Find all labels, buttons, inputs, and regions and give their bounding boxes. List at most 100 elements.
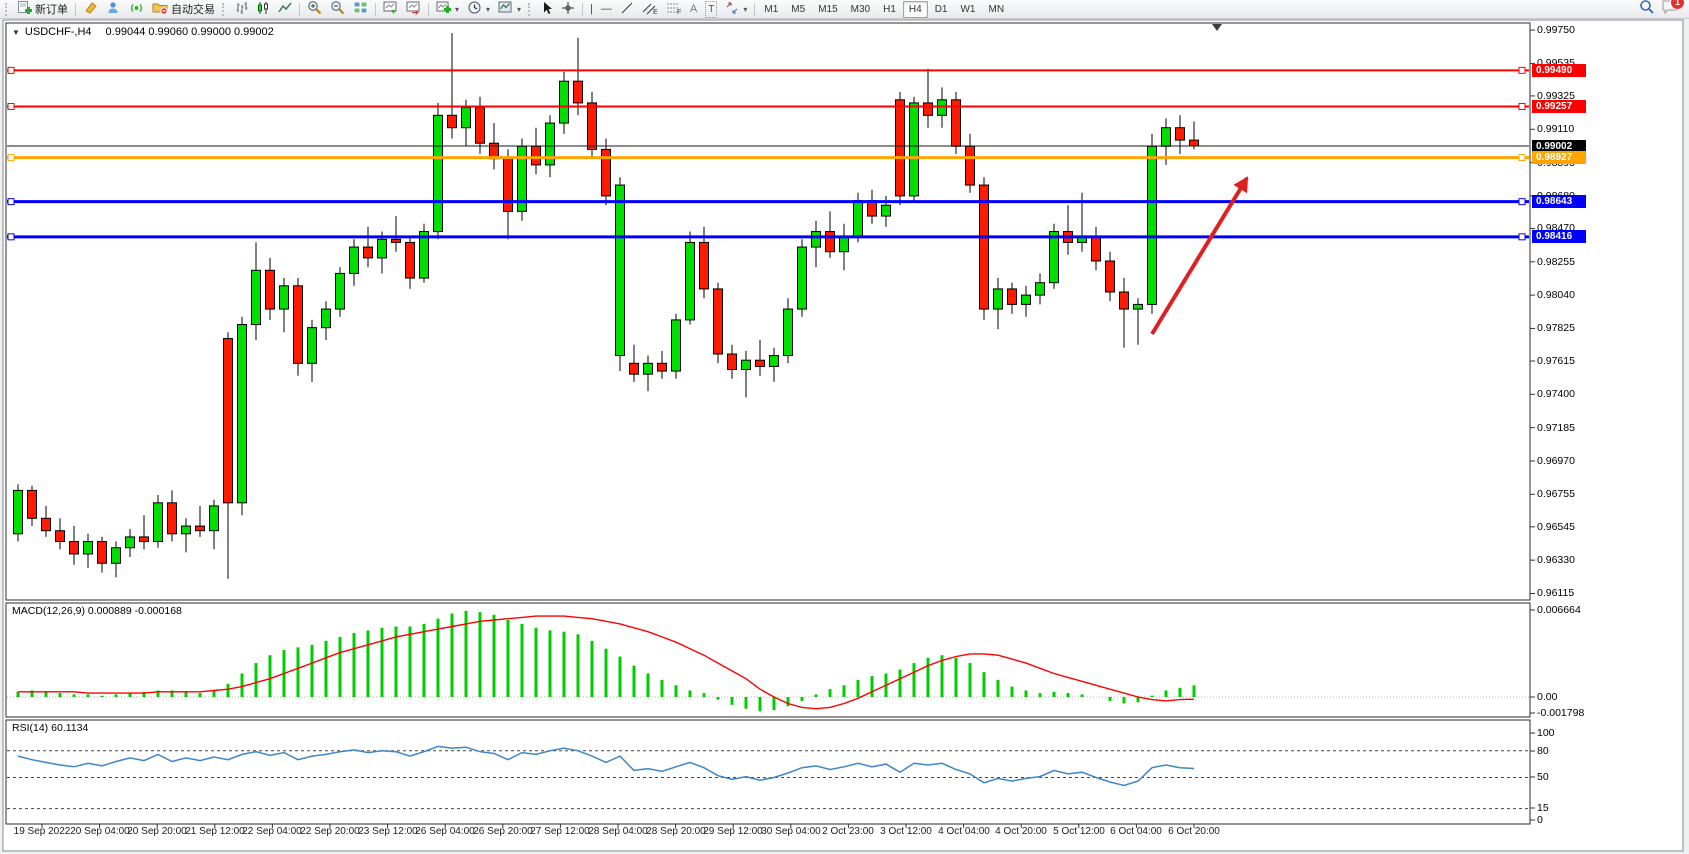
templates-button[interactable]: ▾ <box>494 0 525 19</box>
rsi-line <box>17 745 1195 787</box>
text-tool-button[interactable]: A <box>686 0 701 19</box>
candle-bull <box>1035 282 1045 296</box>
toolbar-separator <box>299 2 300 16</box>
auto-scroll-button[interactable] <box>379 0 402 19</box>
line-chart-button[interactable] <box>274 0 296 19</box>
candle-bear <box>69 541 79 555</box>
symbol-dropdown-icon[interactable]: ▼ <box>12 28 20 37</box>
community-button[interactable] <box>102 0 125 19</box>
candle-bear <box>573 80 583 104</box>
line-chart-icon <box>278 1 292 18</box>
bar-chart-button[interactable] <box>230 0 252 19</box>
level-endpoint-marker[interactable] <box>7 66 15 74</box>
candle-bear <box>1189 139 1199 147</box>
candle-bull <box>13 489 23 535</box>
candle-bear <box>363 246 373 259</box>
trendline-icon <box>620 1 634 18</box>
candlestick-chart-button[interactable] <box>252 0 274 19</box>
level-endpoint-marker[interactable] <box>7 102 15 110</box>
notification-badge: 1 <box>1670 0 1685 10</box>
candle-bull <box>1049 231 1059 284</box>
candle-bull <box>153 502 163 543</box>
candle-bull <box>307 327 317 364</box>
indicators-button[interactable]: ▾ <box>432 0 463 19</box>
auto-trading-icon <box>152 0 168 18</box>
level-endpoint-marker[interactable] <box>1518 198 1526 206</box>
candle-bear <box>167 502 177 535</box>
level-endpoint-marker[interactable] <box>7 154 15 162</box>
level-endpoint-marker[interactable] <box>7 233 15 241</box>
candle-bull <box>83 541 93 555</box>
candle-bull <box>111 547 121 564</box>
timeframe-button-m5[interactable]: M5 <box>791 3 806 15</box>
candle-bear <box>1105 260 1115 293</box>
timeframe-button-h4[interactable]: H4 <box>902 0 928 18</box>
zoom-in-icon <box>307 0 322 18</box>
auto-trading-button[interactable]: 自动交易 <box>148 0 219 19</box>
chart-shift-icon <box>406 0 421 18</box>
candle-bull <box>279 285 289 310</box>
candle-bear <box>923 102 933 116</box>
new-order-button[interactable]: 新订单 <box>13 0 72 19</box>
candle-bull <box>335 272 345 310</box>
templates-icon <box>498 0 513 18</box>
level-endpoint-marker[interactable] <box>1518 66 1526 74</box>
candle-bear <box>1007 288 1017 305</box>
zoom-out-button[interactable] <box>326 0 349 19</box>
candle-bear <box>825 231 835 253</box>
candle-bear <box>139 536 149 543</box>
candle-bull <box>125 536 135 549</box>
fibonacci-tool-button[interactable]: F <box>662 0 686 19</box>
cursor-button[interactable] <box>536 0 557 19</box>
timeframe-button-w1[interactable]: W1 <box>960 3 976 15</box>
rsi-value: 60.1134 <box>51 722 89 734</box>
chart-shift-marker[interactable] <box>1212 24 1222 31</box>
candle-bull <box>685 241 695 321</box>
horizontal-line-tool-button[interactable]: — <box>597 0 616 19</box>
toolbar-drag-handle <box>5 2 10 16</box>
level-endpoint-marker[interactable] <box>1518 233 1526 241</box>
text-label-tool-button[interactable]: T <box>701 0 721 19</box>
periods-button[interactable]: ▾ <box>463 0 494 19</box>
search-icon[interactable] <box>1639 0 1655 20</box>
candle-bull <box>811 231 821 248</box>
candle-bull <box>741 359 751 371</box>
text-icon: A <box>689 2 698 15</box>
vertical-line-tool-button[interactable]: | <box>586 0 597 19</box>
candle-bear <box>391 238 401 243</box>
timeframe-button-m30[interactable]: M30 <box>850 3 871 15</box>
ohlc-values: 0.99044 0.99060 0.99000 0.99002 <box>105 26 274 38</box>
signals-button[interactable] <box>125 0 148 19</box>
candle-bull <box>993 288 1003 310</box>
timeframe-button-mn[interactable]: MN <box>988 3 1005 15</box>
channel-tool-button[interactable]: E <box>638 0 662 19</box>
shapes-tool-button[interactable]: ▾ <box>721 0 751 19</box>
crosshair-button[interactable] <box>557 0 579 19</box>
level-endpoint-marker[interactable] <box>1518 154 1526 162</box>
equidistant-channel-icon: E <box>642 1 658 18</box>
candle-bull <box>615 184 625 357</box>
zoom-in-button[interactable] <box>303 0 326 19</box>
highlighter-button[interactable] <box>79 0 102 19</box>
chart-shift-button[interactable] <box>402 0 425 19</box>
trendline-tool-button[interactable] <box>616 0 638 19</box>
candle-bull <box>1021 294 1031 305</box>
timeframe-button-d1[interactable]: D1 <box>934 3 948 15</box>
clock-icon <box>467 0 482 18</box>
level-endpoint-marker[interactable] <box>1518 102 1526 110</box>
candle-bull <box>545 122 555 166</box>
candle-bull <box>251 269 261 326</box>
indicators-icon <box>436 0 451 18</box>
notifications-button[interactable]: 1 <box>1661 0 1685 20</box>
candle-bear <box>1119 291 1129 310</box>
level-endpoint-marker[interactable] <box>7 198 15 206</box>
macd-name: MACD(12,26,9) <box>12 605 85 617</box>
tile-windows-button[interactable] <box>349 0 372 19</box>
vertical-line-icon: | <box>590 2 593 15</box>
timeframe-button-m15[interactable]: M15 <box>818 3 838 15</box>
candle-bear <box>55 530 65 543</box>
timeframe-button-h1[interactable]: H1 <box>883 3 896 15</box>
timeframe-button-m1[interactable]: M1 <box>764 3 779 15</box>
trend-arrow-annotation[interactable] <box>1150 176 1249 336</box>
